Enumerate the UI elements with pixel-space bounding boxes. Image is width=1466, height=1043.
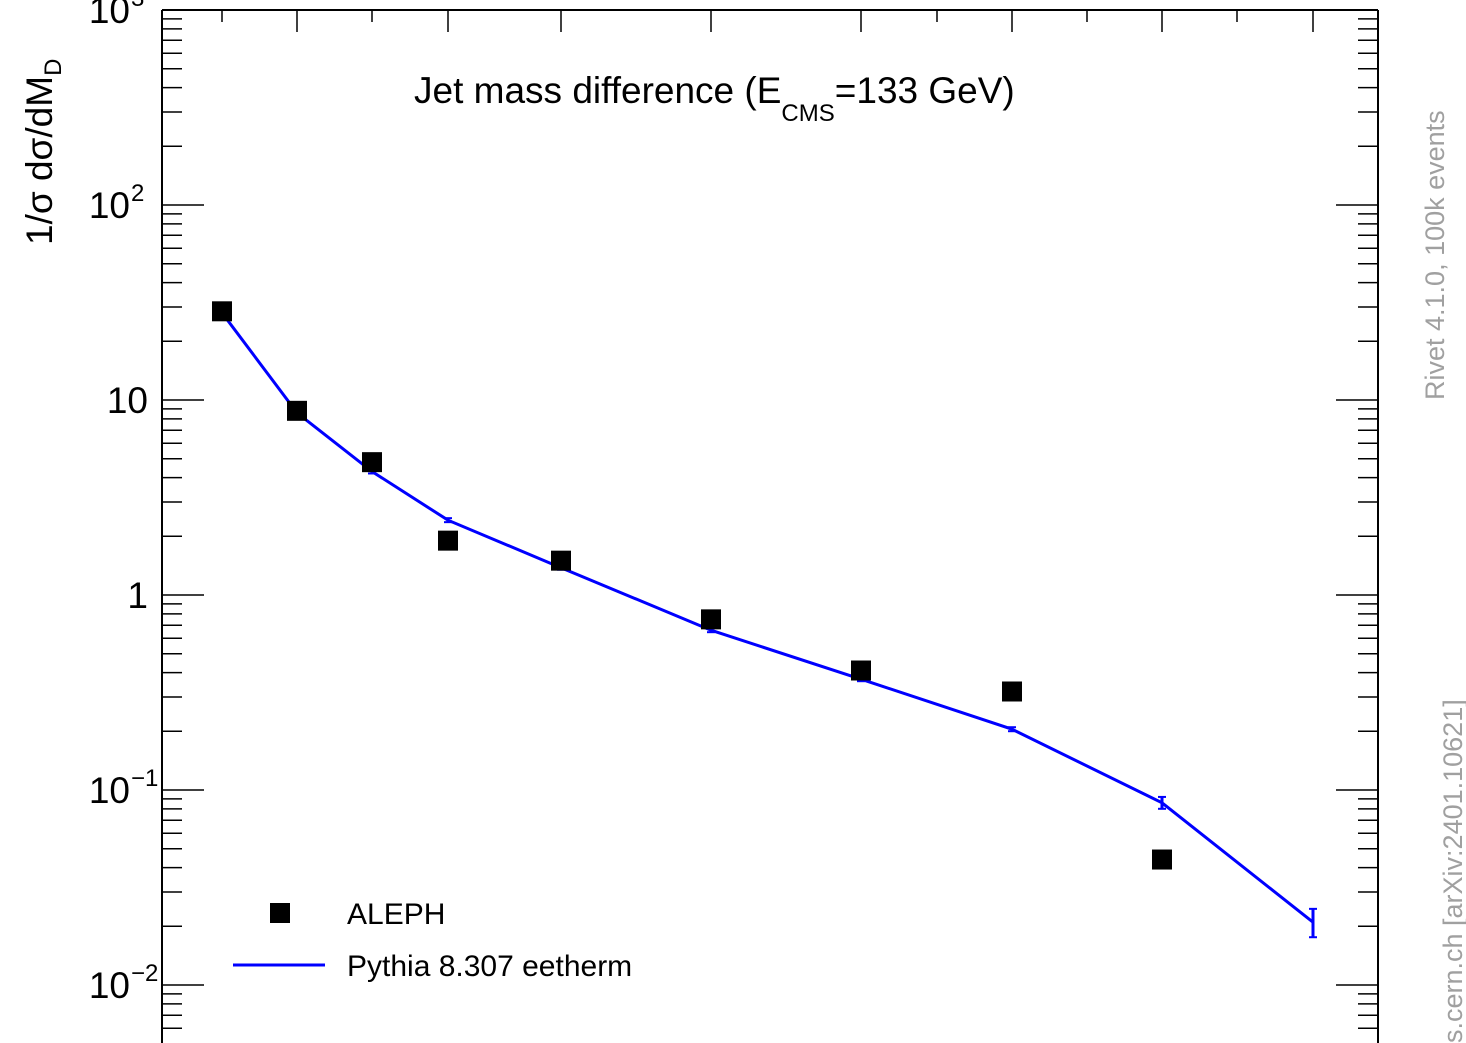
series-pythia — [218, 309, 1317, 939]
axes — [161, 9, 1379, 1043]
y-tick-label: 10 — [89, 0, 130, 31]
y-tick-label-base: 10 — [89, 770, 130, 811]
y-tick-label: 10 — [107, 380, 148, 421]
aleph-point — [212, 301, 232, 322]
aleph-point — [287, 400, 307, 421]
series-aleph — [212, 301, 1172, 870]
aleph-point — [362, 452, 382, 473]
legend-marker-aleph — [270, 903, 290, 923]
y-tick-label: 1 — [127, 575, 148, 616]
legend-label-aleph: ALEPH — [347, 898, 445, 931]
chart-title-tail: =133 GeV) — [835, 70, 1015, 111]
y-tick-labels: 10310210110−110−2 — [89, 0, 159, 1006]
y-axis-label-main: 1/σ dσ/dM — [19, 76, 60, 245]
y-tick-label-base: 10 — [89, 965, 130, 1006]
y-tick-label-exp: 3 — [131, 0, 144, 12]
chart-title: Jet mass difference (ECMS=133 GeV) — [414, 70, 1015, 127]
y-tick-label: 10 — [89, 770, 130, 811]
chart-title-main: Jet mass difference (E — [414, 70, 781, 111]
y-tick-label-exp: −1 — [131, 765, 158, 792]
aleph-point — [851, 660, 871, 681]
aleph-point — [438, 530, 458, 551]
y-tick-label-exp: 2 — [131, 180, 144, 207]
y-tick-label-base: 10 — [107, 380, 148, 421]
y-tick-label: 10 — [89, 965, 130, 1006]
rivet-label: Rivet 4.1.0, 100k events — [1420, 110, 1450, 400]
y-tick-label: 10 — [89, 185, 130, 226]
legend-label-pythia: Pythia 8.307 eetherm — [347, 950, 632, 983]
y-tick-label-base: 1 — [127, 575, 148, 616]
mcplots-label: s.cern.ch [arXiv:2401.10621] — [1438, 699, 1466, 1043]
y-axis-label: 1/σ dσ/dMD — [19, 59, 67, 245]
y-axis-label-sub: D — [40, 59, 67, 76]
aleph-point — [701, 609, 721, 630]
legend: ALEPH Pythia 8.307 eetherm — [233, 898, 632, 983]
pythia-line — [220, 311, 1314, 924]
y-tick-label-exp: −2 — [131, 960, 158, 987]
aleph-point — [1152, 849, 1172, 870]
y-tick-label-base: 10 — [89, 0, 130, 31]
chart-title-sub: CMS — [781, 100, 834, 127]
svg-text:1/σ dσ/dMD: 1/σ dσ/dMD — [19, 59, 67, 245]
aleph-point — [1002, 681, 1022, 702]
y-tick-label-base: 10 — [89, 185, 130, 226]
aleph-point — [551, 550, 571, 571]
